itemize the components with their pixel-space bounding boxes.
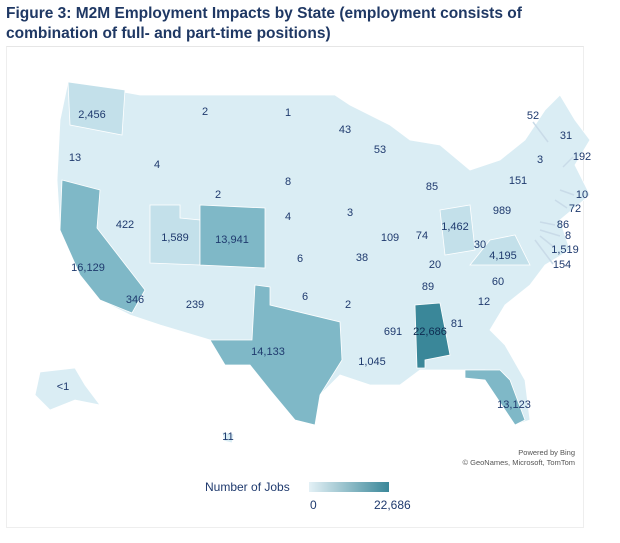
figure-title: Figure 3: M2M Employment Impacts by Stat… [6, 5, 522, 42]
state-label-mi: 85 [425, 181, 439, 193]
state-label-wv: 30 [473, 239, 487, 251]
callout-line [534, 239, 554, 265]
state-label-vt: 3 [536, 154, 544, 166]
state-hi [221, 431, 235, 444]
callout-line [554, 199, 568, 209]
state-label-nj: 86 [556, 219, 570, 231]
legend-min: 0 [310, 498, 317, 512]
state-label-mt: 2 [201, 106, 209, 118]
callout-line [559, 189, 575, 196]
state-label-ga: 81 [450, 318, 464, 330]
state-label-fl: 13,123 [497, 399, 531, 411]
state-label-mo: 38 [355, 252, 369, 264]
state-tx [209, 284, 343, 426]
state-label-ks: 6 [296, 253, 304, 265]
state-label-ar: 2 [344, 299, 352, 311]
state-label-sd: 8 [284, 176, 292, 188]
state-label-me: 31 [559, 130, 573, 142]
state-label-nv: 422 [115, 219, 135, 231]
us-outline [56, 81, 591, 426]
legend-gradient-bar [309, 482, 389, 492]
state-label-id: 4 [153, 159, 161, 171]
state-label-ok: 6 [301, 291, 309, 303]
state-label-de: 8 [564, 230, 572, 242]
state-label-nc: 60 [491, 276, 505, 288]
state-label-hi: 11 [222, 431, 234, 443]
state-label-ri: 10 [575, 189, 589, 201]
state-label-pa: 989 [492, 205, 512, 217]
state-label-oh: 1,462 [441, 221, 469, 233]
callout-line [539, 235, 556, 249]
state-label-ut: 1,589 [161, 232, 189, 244]
state-ak [34, 367, 101, 411]
state-label-la: 1,045 [358, 356, 386, 368]
state-label-al: 22,686 [413, 326, 447, 338]
state-va [469, 234, 531, 266]
powered-by-credit: Powered by Bing [518, 448, 575, 457]
callout-line [539, 229, 561, 237]
callout-line [539, 221, 556, 226]
state-label-nm: 239 [185, 299, 205, 311]
callout-line [562, 156, 574, 168]
state-label-ms: 691 [383, 326, 403, 338]
state-label-or: 13 [68, 152, 82, 164]
state-label-ma: 192 [572, 151, 592, 163]
state-label-tx: 14,133 [251, 346, 285, 358]
state-label-md: 1,519 [551, 244, 579, 256]
state-fl [464, 369, 526, 426]
state-ca [59, 179, 146, 314]
state-label-nd: 1 [284, 107, 292, 119]
state-label-wy: 2 [214, 189, 222, 201]
state-label-va: 4,195 [489, 250, 517, 262]
state-label-ia: 3 [346, 207, 354, 219]
state-oh [439, 204, 476, 256]
state-label-ca: 16,129 [71, 262, 105, 274]
callout-line [532, 121, 549, 143]
state-wa [67, 81, 126, 136]
attribution-credit: © GeoNames, Microsoft, TomTom [462, 458, 576, 467]
state-label-ak: <1 [56, 381, 70, 393]
state-label-co: 13,941 [215, 234, 249, 246]
state-label-ne: 4 [284, 211, 292, 223]
state-label-wa: 2,456 [78, 109, 106, 121]
state-label-sc: 12 [477, 296, 491, 308]
legend-title: Number of Jobs [205, 480, 290, 494]
state-label-ny: 151 [508, 175, 528, 187]
state-label-il: 109 [380, 232, 400, 244]
state-label-az: 346 [125, 294, 145, 306]
state-label-in: 74 [415, 230, 429, 242]
state-label-ky: 20 [428, 259, 442, 271]
state-al [414, 302, 451, 369]
map-frame [6, 46, 584, 528]
state-label-wi: 53 [373, 144, 387, 156]
state-label-nh: 52 [526, 110, 540, 122]
state-label-ct: 72 [568, 203, 582, 215]
legend-max: 22,686 [374, 498, 411, 512]
state-label-dc: 154 [552, 259, 572, 271]
state-label-mn: 43 [338, 124, 352, 136]
state-co [199, 204, 266, 269]
state-label-tn: 89 [421, 281, 435, 293]
